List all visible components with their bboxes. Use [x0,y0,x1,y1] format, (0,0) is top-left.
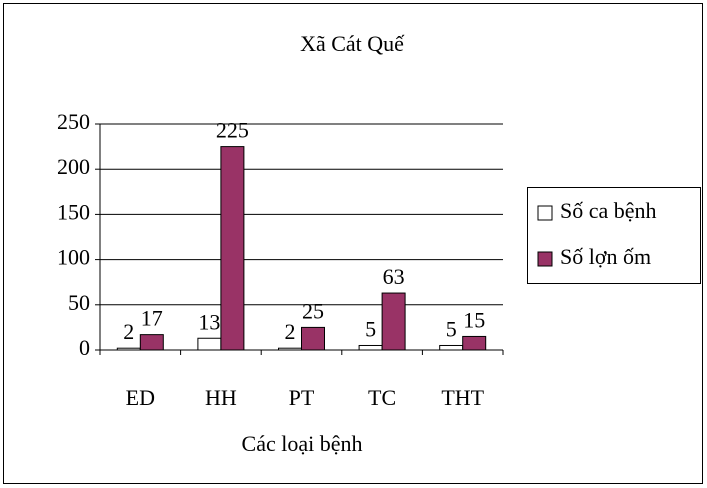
value-label: 2 [285,319,296,344]
bar [358,344,383,351]
bar [278,347,302,351]
x-axis-label: Các loại bệnh [242,431,363,456]
value-label: 2 [123,319,134,344]
legend-label: Số ca bệnh [560,198,657,223]
bar [301,326,325,351]
y-tick-label: 250 [57,109,90,134]
value-label: 63 [383,264,405,289]
value-label: 5 [446,317,457,342]
x-tick-label: TC [368,385,396,410]
y-tick-label: 50 [68,290,90,315]
bar [462,335,487,351]
chart-title: Xã Cát Quế [300,31,405,56]
x-tick-label: ED [126,385,155,410]
bar [116,347,141,351]
value-label: 25 [302,298,324,323]
legend-box [527,187,701,284]
legend-swatch [537,205,553,221]
x-tick-label: HH [205,385,237,410]
bar [139,334,164,351]
value-label: 225 [216,118,249,143]
x-tick-label: PT [289,385,315,410]
bar [439,344,464,351]
legend-label: Số lợn ốm [560,244,651,269]
y-tick-label: 150 [57,199,90,224]
value-label: 5 [365,317,376,342]
x-tick-label: THT [441,385,484,410]
value-label: 15 [463,307,485,332]
bar [220,146,245,351]
bar [381,292,406,351]
bar [197,337,222,351]
y-tick-label: 200 [57,154,90,179]
y-tick-label: 100 [57,245,90,270]
legend-swatch [537,251,553,267]
value-label: 13 [198,309,220,334]
y-tick-label: 0 [79,335,90,360]
value-label: 17 [141,306,163,331]
